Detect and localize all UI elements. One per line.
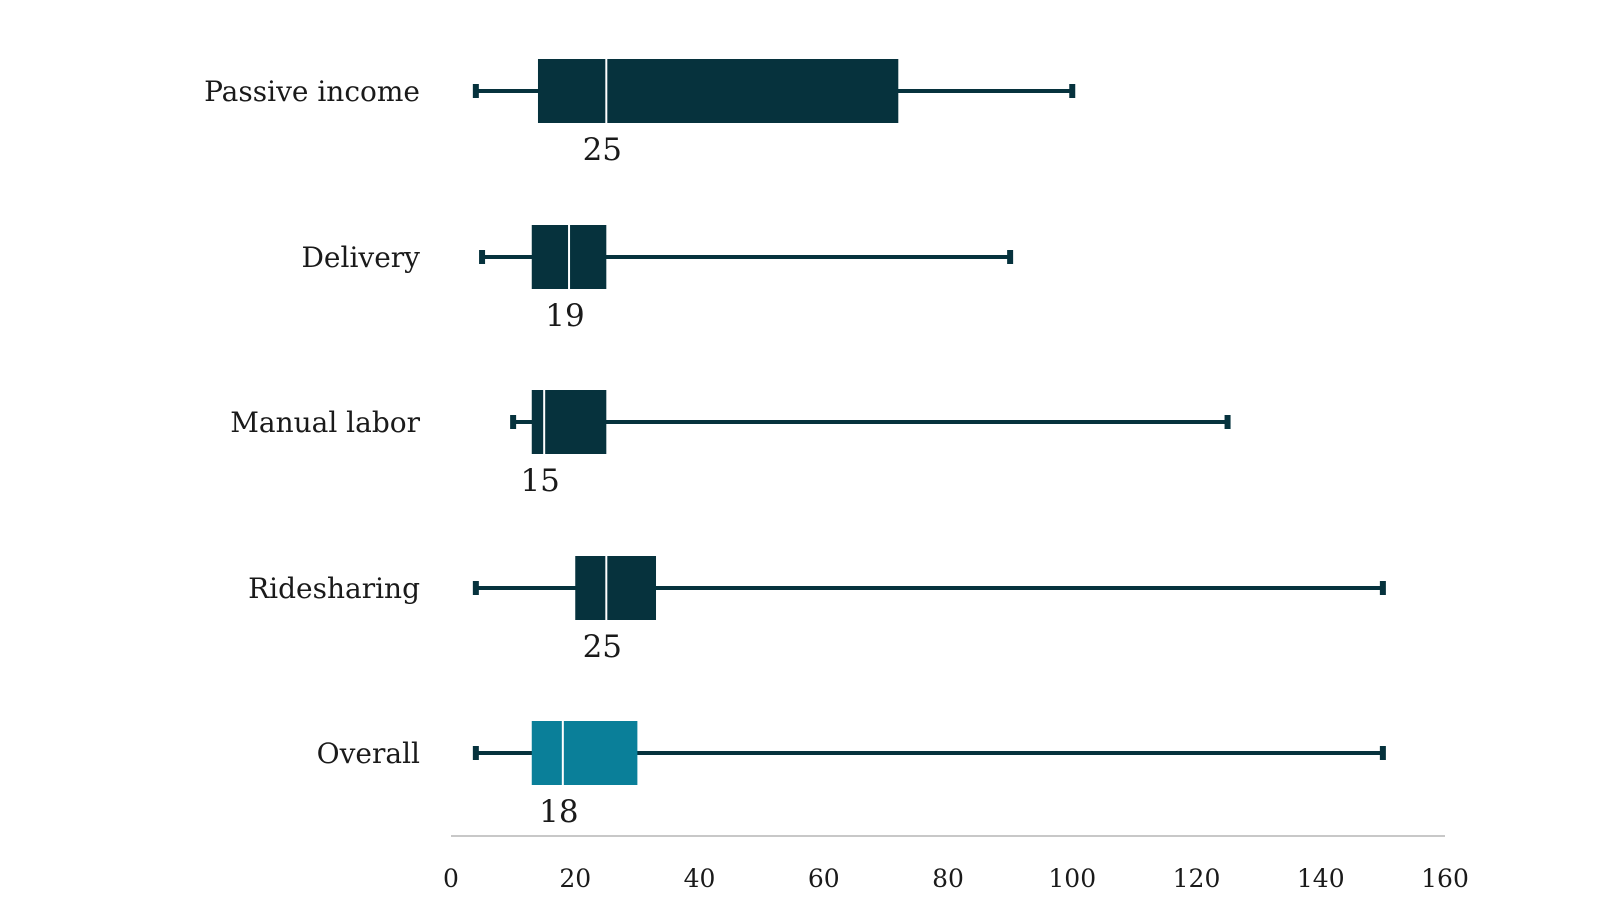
- category-label-passive-income: Passive income: [204, 75, 420, 108]
- median-value-label: 19: [545, 298, 584, 334]
- whisker-cap-min: [510, 415, 517, 429]
- median-value-label: 15: [520, 463, 559, 499]
- box-rows: Passive income 25 Delivery 19 Manual labor 15…: [204, 59, 1386, 830]
- whisker-cap-min: [472, 746, 479, 760]
- median-value-label: 18: [539, 794, 578, 830]
- whisker-cap-max: [1379, 746, 1386, 760]
- whisker-cap-max: [1379, 581, 1386, 595]
- x-tick-label: 100: [1048, 864, 1096, 893]
- whisker-cap-max: [1069, 84, 1076, 98]
- whisker-cap-max: [1224, 415, 1231, 429]
- x-tick-label: 160: [1421, 864, 1469, 893]
- x-axis-ticks: 0 20 40 60 80 100 120 140 160: [443, 864, 1469, 893]
- x-tick-label: 60: [808, 864, 840, 893]
- whisker-cap-min: [479, 250, 486, 264]
- box-row: Manual labor 15: [230, 390, 1231, 499]
- box-row: Ridesharing 25: [248, 556, 1386, 665]
- median-value-label: 25: [583, 629, 622, 665]
- category-label-manual-labor: Manual labor: [230, 406, 420, 439]
- category-label-delivery: Delivery: [301, 241, 420, 274]
- iqr-box: [531, 721, 638, 785]
- category-label-overall: Overall: [317, 737, 420, 770]
- x-tick-label: 40: [684, 864, 716, 893]
- x-tick-label: 120: [1173, 864, 1221, 893]
- whisker-cap-min: [472, 581, 479, 595]
- x-tick-label: 20: [559, 864, 591, 893]
- iqr-box: [531, 390, 607, 454]
- iqr-box: [575, 556, 657, 620]
- x-tick-label: 80: [932, 864, 964, 893]
- box-row: Overall 18: [317, 721, 1386, 830]
- category-label-ridesharing: Ridesharing: [248, 572, 420, 605]
- x-tick-label: 0: [443, 864, 459, 893]
- x-tick-label: 140: [1297, 864, 1345, 893]
- box-row: Delivery 19: [301, 225, 1014, 334]
- whisker-cap-max: [1007, 250, 1014, 264]
- median-value-label: 25: [583, 132, 622, 168]
- whisker-cap-min: [472, 84, 479, 98]
- iqr-box: [537, 59, 899, 123]
- box-row: Passive income 25: [204, 59, 1076, 168]
